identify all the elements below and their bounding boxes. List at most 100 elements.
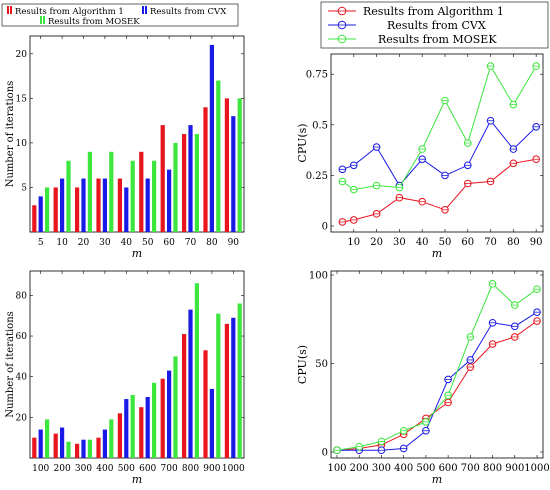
bar-results-from-mosek [173, 142, 178, 232]
axis-frame [29, 35, 245, 233]
x-tick-label: 400 [394, 463, 413, 474]
bar-results-from-cvx [81, 439, 86, 458]
bar-results-from-algorithm-1 [224, 98, 229, 232]
bar-results-from-mosek [152, 160, 157, 232]
x-axis-label: m [132, 247, 142, 260]
x-tick-label: 80 [507, 237, 520, 248]
y-axis-label: CPU(s) [296, 345, 309, 384]
axis-frame [29, 270, 245, 459]
axis-frame [330, 53, 544, 233]
y-tick-label: 50 [315, 359, 328, 370]
bar-results-from-algorithm-1 [224, 323, 229, 458]
axis-frame [330, 270, 544, 459]
x-tick-label: 200 [54, 464, 71, 474]
bar-results-from-algorithm-1 [117, 413, 122, 458]
x-tick-label: 800 [182, 464, 199, 474]
x-tick-label: 60 [461, 237, 474, 248]
x-tick-label: 5 [38, 238, 44, 248]
y-tick-label: 15 [16, 94, 28, 104]
bar-legend-swatch-cvx-2 [145, 6, 147, 14]
y-tick-label: 0 [322, 222, 328, 233]
bar-chart-iterations-large-m: 20 40 60 80 100 200 300 400 500 600 700 800 900 1000 m… [5, 270, 245, 486]
bar-results-from-algorithm-1 [160, 378, 165, 458]
bar-chart-legend: Results from Algorithm 1 Results from CV… [1, 3, 239, 27]
x-tick-label: 100 [327, 463, 346, 474]
series-line-results-from-mosek [342, 64, 537, 191]
x-tick-label: 60 [163, 238, 175, 248]
x-axis-label: m [432, 247, 442, 260]
bar-results-from-mosek [216, 80, 221, 232]
series-line-results-from-algorithm-1 [342, 158, 537, 223]
line-legend-frame [320, 1, 549, 49]
x-tick-label: 1000 [524, 463, 549, 474]
bar-results-from-mosek [45, 187, 50, 232]
series-line-results-from-algorithm-1 [336, 320, 538, 451]
x-tick-label: 70 [185, 238, 197, 248]
bar-results-from-mosek [87, 151, 92, 232]
bar-results-from-algorithm-1 [139, 151, 144, 232]
bar-results-from-cvx [209, 388, 214, 458]
bar-results-from-algorithm-1 [32, 437, 37, 458]
bar-results-from-mosek [109, 419, 114, 458]
bar-results-from-mosek [87, 439, 92, 458]
y-tick-label: 5 [21, 183, 27, 193]
y-tick-label: 0.25 [306, 171, 328, 182]
bar-results-from-mosek [66, 441, 71, 458]
x-axis-label: m [432, 473, 442, 486]
bar-results-from-algorithm-1 [32, 205, 37, 232]
x-tick-label: 1000 [222, 464, 245, 474]
bar-legend-swatch-mosek [40, 16, 42, 24]
bar-results-from-cvx [167, 169, 172, 232]
x-tick-label: 90 [228, 238, 240, 248]
x-tick-label: 800 [483, 463, 502, 474]
bar-results-from-cvx [124, 187, 129, 232]
bar-results-from-algorithm-1 [96, 178, 101, 232]
x-tick-label: 200 [350, 463, 369, 474]
x-tick-label: 40 [121, 238, 133, 248]
x-tick-label: 600 [439, 463, 458, 474]
y-tick-label: 0.75 [306, 70, 328, 81]
bar-results-from-cvx [145, 397, 150, 458]
line-legend-label-algorithm: Results from Algorithm 1 [363, 5, 504, 18]
x-tick-label: 50 [142, 238, 154, 248]
bar-results-from-mosek [45, 419, 50, 458]
x-tick-label: 10 [56, 238, 68, 248]
bar-results-from-algorithm-1 [117, 178, 122, 232]
bar-results-from-cvx [124, 399, 129, 458]
bar-results-from-cvx [81, 178, 86, 232]
y-axis-label: Number of iterations [5, 311, 16, 418]
bar-results-from-mosek [130, 160, 135, 232]
bar-results-from-cvx [188, 309, 193, 458]
x-tick-label: 900 [505, 463, 524, 474]
y-tick-label: 20 [16, 50, 28, 60]
bar-results-from-mosek [152, 382, 157, 458]
x-tick-label: 500 [416, 463, 435, 474]
y-tick-label: 100 [309, 271, 328, 282]
bar-results-from-algorithm-1 [53, 187, 58, 232]
bar-legend-frame [1, 3, 239, 27]
bar-results-from-cvx [102, 429, 107, 458]
line-chart-cpu-large-m: 0 50 100 100 200 300 400 500 600 700 800 900 1000 m CP… [296, 271, 550, 487]
bar-results-from-mosek [194, 283, 199, 458]
x-tick-label: 20 [78, 238, 90, 248]
y-tick-label: 80 [16, 291, 28, 301]
line-legend-label-cvx: Results from CVX [387, 19, 486, 32]
x-tick-label: 20 [370, 237, 383, 248]
line-chart-cpu-small-m: 0 0.25 0.5 0.75 10 20 30 40 50 60 70 80 90 m CPU(s) [296, 53, 544, 260]
y-tick-label: 20 [16, 413, 28, 423]
bar-results-from-mosek [130, 394, 135, 458]
x-tick-label: 50 [439, 237, 452, 248]
bar-results-from-cvx [60, 427, 65, 458]
x-tick-label: 600 [139, 464, 156, 474]
bar-legend-swatch-cvx [142, 6, 144, 14]
x-tick-label: 400 [96, 464, 113, 474]
bar-results-from-cvx [102, 178, 107, 232]
x-tick-label: 70 [484, 237, 497, 248]
x-tick-label: 40 [416, 237, 429, 248]
y-tick-label: 60 [16, 332, 28, 342]
bar-results-from-mosek [237, 303, 242, 458]
bar-results-from-algorithm-1 [203, 107, 208, 232]
bar-results-from-cvx [145, 178, 150, 232]
x-tick-label: 500 [118, 464, 135, 474]
